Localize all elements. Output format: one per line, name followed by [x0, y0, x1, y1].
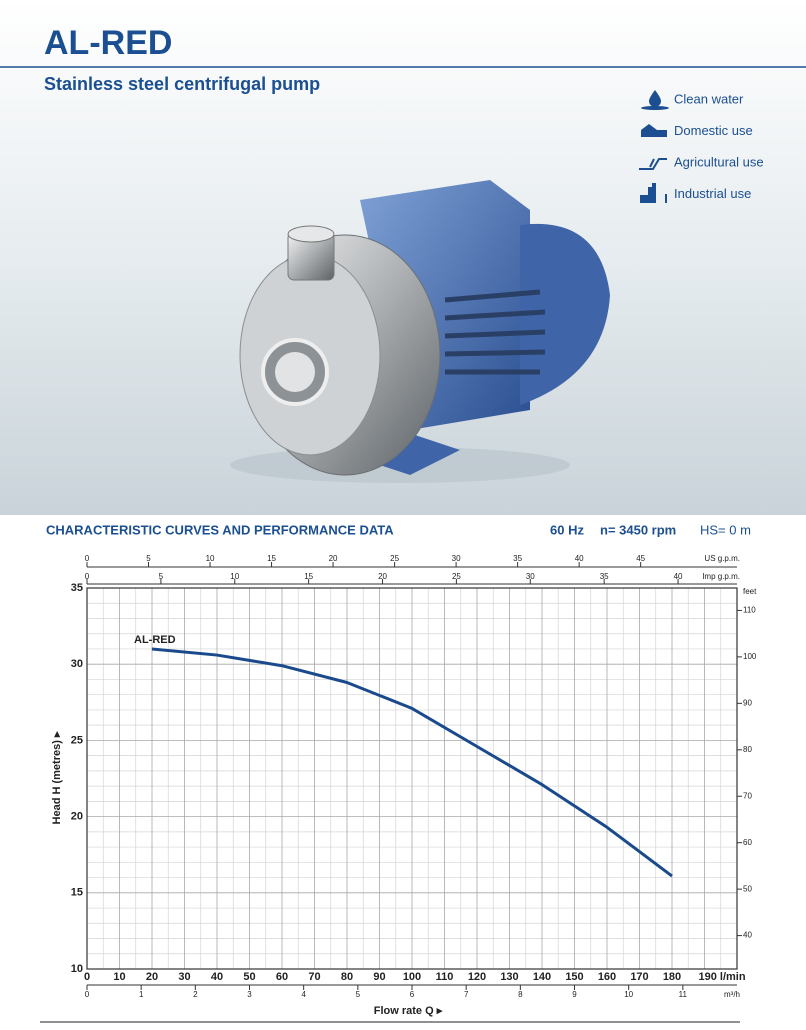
x-tick-label: 110	[436, 971, 454, 983]
y-tick-label: 35	[71, 582, 83, 594]
secondary-tick-label: 15	[304, 572, 313, 581]
secondary-tick-label: 3	[247, 990, 252, 999]
water-icon	[649, 90, 661, 107]
product-subtitle: Stainless steel centrifugal pump	[44, 74, 320, 94]
curve	[151, 647, 673, 878]
secondary-tick-label: 40	[743, 931, 752, 940]
y-tick-label: 20	[71, 811, 83, 823]
x-tick-label: 140	[533, 971, 551, 983]
secondary-tick-label: 40	[575, 554, 584, 563]
y-tick-label: 10	[71, 963, 83, 975]
y-tick-label: 15	[71, 887, 83, 899]
secondary-tick-label: 35	[513, 554, 522, 563]
secondary-tick-label: 100	[743, 652, 757, 661]
suction-inner	[275, 352, 315, 392]
secondary-tick-label: 1	[139, 990, 144, 999]
secondary-tick-label: 0	[85, 554, 90, 563]
secondary-tick-label: 20	[378, 572, 387, 581]
secondary-tick-label: 50	[743, 884, 752, 893]
secondary-tick-label: 10	[230, 572, 239, 581]
product-title: AL-RED	[44, 24, 172, 62]
secondary-tick-label: 5	[146, 554, 151, 563]
x-tick-label: 30	[178, 971, 190, 983]
discharge-top	[287, 225, 335, 243]
x-axis-label: Flow rate Q ▸	[374, 1005, 443, 1017]
secondary-tick-label: 25	[390, 554, 399, 563]
secondary-tick-label: 5	[159, 572, 164, 581]
secondary-tick-label: 10	[206, 554, 215, 563]
axis-unit: Imp g.p.m.	[702, 572, 740, 581]
x-tick-label: 70	[308, 971, 320, 983]
x-tick-label: 160	[598, 971, 616, 983]
x-tick-label: 150	[565, 971, 583, 983]
secondary-tick-label: 2	[193, 990, 198, 999]
secondary-tick-label: 80	[743, 745, 752, 754]
x-tick-label: 100	[403, 971, 421, 983]
axis-unit: feet	[743, 587, 757, 596]
secondary-tick-label: 40	[674, 572, 683, 581]
x-tick-label: 50	[243, 971, 255, 983]
secondary-tick-label: 4	[301, 990, 306, 999]
x-tick-label: 180	[663, 971, 681, 983]
factory-icon	[640, 183, 667, 203]
secondary-tick-label: 30	[452, 554, 461, 563]
secondary-tick-label: 5	[356, 990, 361, 999]
secondary-tick-label: 20	[329, 554, 338, 563]
secondary-tick-label: 70	[743, 791, 752, 800]
secondary-tick-label: 110	[743, 606, 756, 615]
use-label: Industrial use	[674, 186, 751, 201]
axis-unit: US g.p.m.	[704, 554, 740, 563]
pump-illustration	[230, 180, 610, 483]
secondary-tick-label: 7	[464, 990, 469, 999]
condition: n= 3450 rpm	[600, 522, 676, 537]
x-tick-label: 0	[84, 971, 90, 983]
x-tick-label: 60	[276, 971, 288, 983]
water-icon-base	[641, 106, 669, 110]
x-tick-label: 20	[146, 971, 158, 983]
x-tick-label: 120	[468, 971, 486, 983]
use-label: Agricultural use	[674, 154, 764, 169]
y-tick-label: 25	[71, 734, 83, 746]
x-tick-label: 40	[211, 971, 223, 983]
y-axis-label: Head H (metres) ▸	[51, 731, 63, 824]
series-label: AL-RED	[134, 634, 176, 646]
secondary-tick-label: 60	[743, 838, 752, 847]
secondary-tick-label: 15	[267, 554, 276, 563]
secondary-tick-label: 45	[636, 554, 645, 563]
x-tick-label: 130	[500, 971, 518, 983]
plot-frame	[86, 587, 738, 970]
use-label: Clean water	[674, 91, 744, 106]
x-tick-label: 170	[630, 971, 648, 983]
x-tick-label: 190 l/min	[699, 971, 746, 983]
x-tick-label: 80	[341, 971, 353, 983]
motor-end	[520, 223, 610, 405]
secondary-tick-label: 8	[518, 990, 523, 999]
condition: HS= 0 m	[700, 522, 751, 537]
x-tick-label: 90	[373, 971, 385, 983]
secondary-tick-label: 11	[679, 990, 688, 999]
secondary-tick-label: 25	[452, 572, 461, 581]
use-icons	[639, 90, 669, 203]
chart-title: CHARACTERISTIC CURVES AND PERFORMANCE DA…	[46, 522, 394, 537]
motor-fins	[444, 289, 546, 375]
secondary-tick-label: 30	[526, 572, 535, 581]
y-tick-label: 30	[71, 658, 83, 670]
secondary-tick-label: 0	[85, 572, 90, 581]
secondary-tick-label: 10	[624, 990, 633, 999]
condition: 60 Hz	[550, 522, 584, 537]
secondary-tick-label: 0	[85, 990, 90, 999]
home-icon	[641, 124, 667, 137]
use-label: Domestic use	[674, 123, 753, 138]
secondary-tick-label: 9	[572, 990, 577, 999]
secondary-tick-label: 6	[410, 990, 415, 999]
secondary-tick-label: 90	[743, 698, 752, 707]
axis-unit: m³/h	[724, 990, 740, 999]
secondary-tick-label: 35	[600, 572, 609, 581]
farm-icon	[639, 158, 667, 170]
x-tick-label: 10	[113, 971, 125, 983]
